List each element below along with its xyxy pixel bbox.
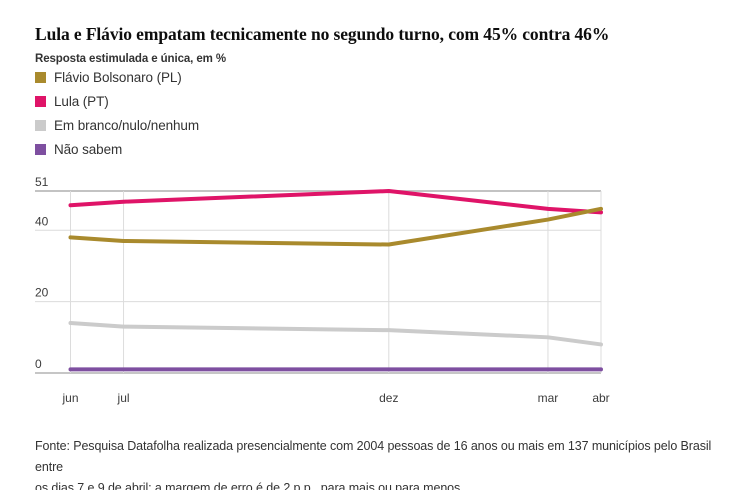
y-axis-tick-label: 51 xyxy=(35,175,49,189)
chart-subtitle: Resposta estimulada e única, em % xyxy=(35,53,226,65)
chart-canvas: 0 20 40 51 jun jul dez mar abr xyxy=(35,175,610,405)
chart-title: Lula e Flávio empatam tecnicamente no se… xyxy=(35,24,610,44)
legend-swatch-icon xyxy=(35,95,46,107)
source-note-line-1: Fonte: Pesquisa Datafolha realizada pres… xyxy=(35,439,712,474)
x-axis-tick-label: mar xyxy=(538,391,559,405)
legend-swatch-icon xyxy=(35,119,46,131)
legend-swatch-icon xyxy=(35,143,46,155)
x-axis-tick-label: jul xyxy=(117,391,130,405)
legend-label: Em branco/nulo/nenhum xyxy=(54,117,199,133)
series-line-1 xyxy=(68,206,603,247)
legend-swatch-icon xyxy=(35,71,46,83)
legend-item: Lula (PT) xyxy=(35,93,199,109)
legend-label: Não sabem xyxy=(54,141,123,157)
line-chart: 0 20 40 51 jun jul dez mar abr xyxy=(0,170,743,420)
series-line-2 xyxy=(68,189,603,215)
x-axis-tick-label: dez xyxy=(379,391,398,405)
legend-item: Em branco/nulo/nenhum xyxy=(35,117,199,133)
y-axis-tick-label: 20 xyxy=(35,286,49,300)
legend-label: Flávio Bolsonaro (PL) xyxy=(54,69,182,85)
legend-item: Não sabem xyxy=(35,141,199,157)
source-note-line-2: os dias 7 e 9 de abril; a margem de erro… xyxy=(35,481,461,490)
series-line-3 xyxy=(68,321,603,347)
legend-item: Flávio Bolsonaro (PL) xyxy=(35,69,199,85)
y-axis-tick-label: 0 xyxy=(35,357,42,371)
source-note: Fonte: Pesquisa Datafolha realizada pres… xyxy=(35,436,737,490)
legend: Flávio Bolsonaro (PL) Lula (PT) Em branco/… xyxy=(35,70,199,166)
legend-label: Lula (PT) xyxy=(54,93,109,109)
y-axis-tick-label: 40 xyxy=(35,214,49,228)
x-axis-tick-label: jun xyxy=(61,391,78,405)
x-axis-tick-label: abr xyxy=(592,391,609,405)
